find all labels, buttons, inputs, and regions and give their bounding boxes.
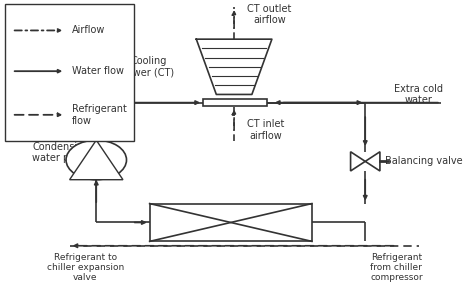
Text: Cooling
tower (CT): Cooling tower (CT) (123, 56, 174, 78)
Text: Extra cold
water: Extra cold water (394, 84, 443, 105)
Circle shape (66, 140, 127, 180)
Bar (203, 99, 267, 106)
Text: Water flow: Water flow (72, 66, 124, 76)
Text: Airflow: Airflow (72, 25, 105, 35)
Text: CT inlet
airflow: CT inlet airflow (247, 119, 285, 141)
Polygon shape (351, 152, 365, 171)
Text: Refrigerant
flow: Refrigerant flow (72, 104, 127, 126)
Text: Condensing
water pump: Condensing water pump (32, 142, 91, 163)
Text: CT outlet
airflow: CT outlet airflow (247, 4, 292, 25)
Polygon shape (365, 152, 380, 171)
Text: Refrigerant to
chiller expansion
valve: Refrigerant to chiller expansion valve (46, 253, 124, 282)
Text: Chiller
Condenser: Chiller Condenser (205, 212, 257, 234)
Bar (150, 204, 312, 241)
Polygon shape (70, 140, 123, 180)
Text: Refrigerant
from chiller
compressor: Refrigerant from chiller compressor (370, 253, 423, 282)
Text: Balancing valve: Balancing valve (385, 156, 463, 166)
FancyBboxPatch shape (5, 4, 134, 141)
